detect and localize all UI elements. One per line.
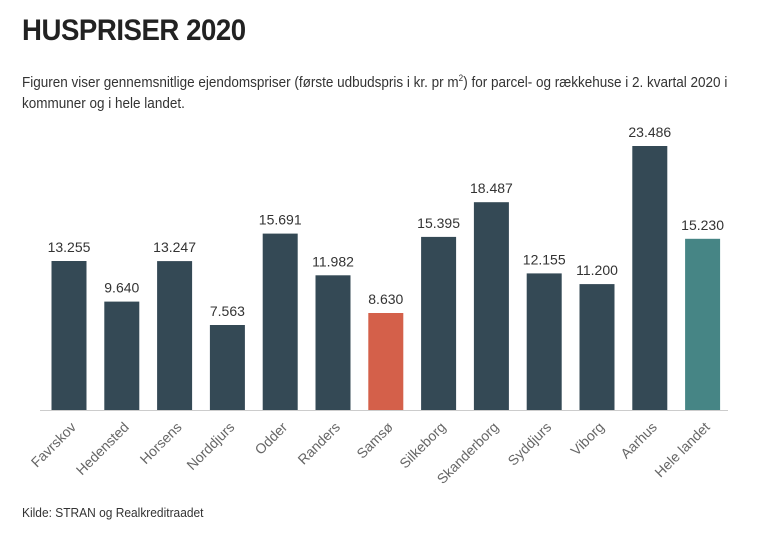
value-label: 9.640	[104, 280, 139, 296]
subtitle-text-end: ) for parcel- og rækkehuse i 2. kvartal …	[22, 74, 728, 112]
chart-subtitle: Figuren viser gennemsnitlige ejendomspri…	[22, 72, 742, 114]
category-label: Horsens	[137, 419, 185, 467]
value-label: 13.255	[48, 239, 91, 255]
chart-title: HUSPRISER 2020	[22, 14, 246, 47]
category-label: Norddjurs	[183, 419, 237, 473]
category-label: Silkeborg	[396, 419, 449, 472]
category-label: Samsø	[353, 418, 396, 461]
subtitle-text-start: Figuren viser gennemsnitlige ejendomspri…	[22, 74, 459, 91]
category-label: Randers	[294, 419, 343, 468]
bar-skanderborg	[473, 202, 509, 410]
source-note: Kilde: STRAN og Realkreditraadet	[22, 505, 204, 520]
category-label: Favrskov	[28, 419, 79, 470]
value-label: 11.200	[576, 262, 618, 278]
value-label: 7.563	[210, 303, 245, 319]
subtitle-superscript: 2	[458, 73, 464, 83]
category-label: Hedensted	[73, 419, 132, 478]
value-label: 11.982	[312, 253, 354, 269]
bars-group	[51, 146, 721, 410]
bar-horsens	[157, 261, 193, 410]
category-label: Aarhus	[617, 419, 660, 462]
bar-aarhus	[632, 146, 668, 410]
bar-samsø	[368, 313, 404, 410]
value-label: 15.395	[417, 215, 460, 231]
bar-odder	[262, 233, 298, 410]
category-label: Odder	[251, 419, 290, 458]
value-labels-group: 13.255 9.640 13.247 7.563 15.691 11.982 8.630 1…	[48, 124, 725, 319]
value-label: 15.691	[259, 212, 302, 228]
bar-hele-landet	[685, 238, 721, 410]
category-label: Syddjurs	[504, 419, 554, 469]
bar-norddjurs	[209, 325, 245, 410]
value-label: 8.630	[368, 291, 403, 307]
bar-randers	[315, 275, 351, 410]
value-label: 15.230	[681, 217, 724, 233]
value-label: 12.155	[523, 251, 566, 267]
category-label: Hele landet	[651, 419, 712, 480]
bar-viborg	[579, 284, 615, 410]
bar-syddjurs	[526, 273, 562, 410]
bar-hedensted	[104, 301, 140, 410]
bar-favrskov	[51, 261, 87, 410]
category-label: Viborg	[567, 419, 607, 459]
bar-silkeborg	[421, 236, 457, 410]
value-label: 18.487	[470, 180, 513, 196]
value-label: 13.247	[153, 239, 196, 255]
value-label: 23.486	[628, 124, 671, 140]
